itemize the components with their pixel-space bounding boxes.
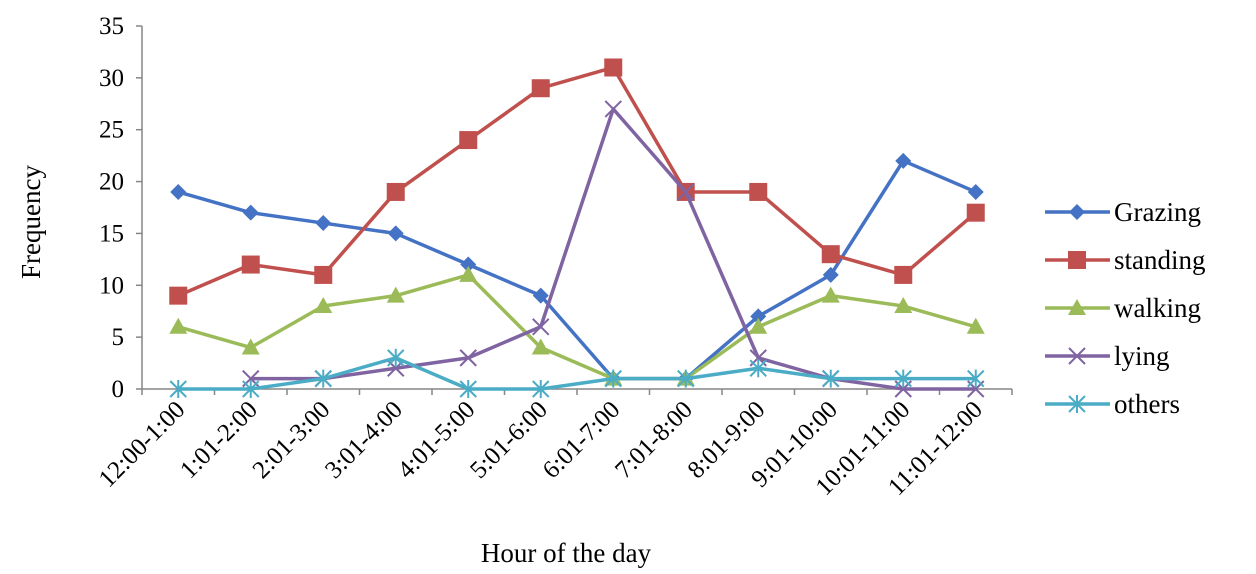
series-group [169, 58, 985, 398]
x-tick-label: 7:01-8:00 [610, 396, 698, 484]
x-tick-label: 5:01-6:00 [465, 396, 553, 484]
data-point [169, 380, 187, 398]
series-line [178, 356, 976, 391]
data-point [894, 265, 913, 284]
legend-label: standing [1114, 245, 1206, 275]
y-tick-label: 20 [99, 169, 124, 196]
data-point [749, 317, 768, 334]
series-walking [169, 265, 985, 386]
data-point [169, 317, 188, 334]
legend-item-walking: walking [1045, 293, 1201, 323]
data-point [459, 265, 478, 282]
legend-marker [1068, 347, 1086, 365]
series-others [169, 348, 985, 398]
data-point [894, 369, 912, 388]
legend-label: walking [1114, 293, 1201, 323]
x-tick-label: 1:01-2:00 [175, 396, 263, 484]
data-point [532, 380, 550, 398]
series-line [177, 65, 977, 298]
y-tick-label: 35 [99, 13, 124, 40]
data-point [895, 152, 912, 169]
data-point [169, 286, 188, 305]
data-point [314, 265, 333, 284]
data-point [314, 297, 333, 314]
x-tick-label: 12:00-1:00 [94, 396, 191, 493]
x-tick-label: 2:01-3:00 [248, 396, 336, 484]
y-tick-label: 30 [99, 65, 124, 92]
data-point [386, 182, 405, 201]
data-point [386, 286, 405, 303]
data-point [241, 255, 260, 274]
legend-item-grazing: Grazing [1045, 197, 1201, 227]
data-point [532, 318, 550, 336]
series-standing [169, 58, 985, 305]
data-point [460, 256, 477, 273]
data-point [315, 215, 332, 232]
series-line [250, 107, 976, 391]
legend-item-lying: lying [1045, 341, 1170, 371]
data-point [749, 359, 767, 378]
y-tick-label: 25 [99, 117, 124, 144]
data-point [966, 203, 985, 222]
y-axis-title: Frequency [16, 165, 46, 279]
data-point [821, 245, 840, 264]
y-tick-label: 5 [112, 324, 125, 351]
legend-marker [1068, 395, 1086, 413]
legend-label: Grazing [1114, 197, 1201, 227]
data-point [677, 183, 695, 201]
legend-marker [1068, 299, 1086, 315]
legend-marker [1068, 251, 1086, 269]
data-point [241, 338, 260, 355]
data-point [967, 183, 984, 200]
x-tick-label: 6:01-7:00 [538, 396, 626, 484]
data-point [314, 369, 332, 388]
legend-label: lying [1114, 341, 1170, 371]
y-axis-ticks: 0 5 10 15 20 25 30 35 [99, 13, 142, 403]
data-point [531, 79, 550, 98]
y-tick-label: 15 [99, 220, 124, 247]
data-point [966, 317, 985, 334]
y-tick-label: 10 [99, 272, 124, 299]
x-tick-label: 3:01-4:00 [320, 396, 408, 484]
data-point [242, 380, 260, 398]
legend-marker [1069, 204, 1085, 220]
series-lying [242, 100, 985, 398]
x-axis-ticks: 12:00-1:001:01-2:002:01-3:003:01-4:004:0… [94, 389, 1013, 501]
legend: Grazing standing walking lying others [1045, 197, 1206, 419]
legend-label: others [1114, 389, 1180, 419]
data-point [967, 369, 985, 388]
series-line [177, 273, 977, 381]
x-axis-title: Hour of the day [481, 538, 652, 568]
data-point [821, 286, 840, 303]
data-point [604, 369, 622, 388]
data-point [459, 349, 477, 367]
data-point [677, 369, 695, 388]
legend-item-standing: standing [1045, 245, 1206, 275]
data-point [532, 287, 549, 304]
data-point [749, 182, 768, 201]
data-point [894, 297, 913, 314]
data-point [170, 183, 187, 200]
data-point [604, 100, 622, 118]
data-point [750, 308, 767, 325]
data-point [387, 348, 405, 367]
data-point [459, 380, 477, 398]
data-point [531, 338, 550, 355]
data-point [242, 204, 259, 221]
data-point [822, 266, 839, 283]
legend-item-others: others [1045, 389, 1180, 419]
y-tick-label: 0 [112, 376, 125, 403]
x-tick-label: 4:01-5:00 [393, 396, 481, 484]
data-point [459, 131, 478, 150]
data-point [604, 58, 623, 77]
data-point [822, 369, 840, 388]
data-point [387, 225, 404, 242]
